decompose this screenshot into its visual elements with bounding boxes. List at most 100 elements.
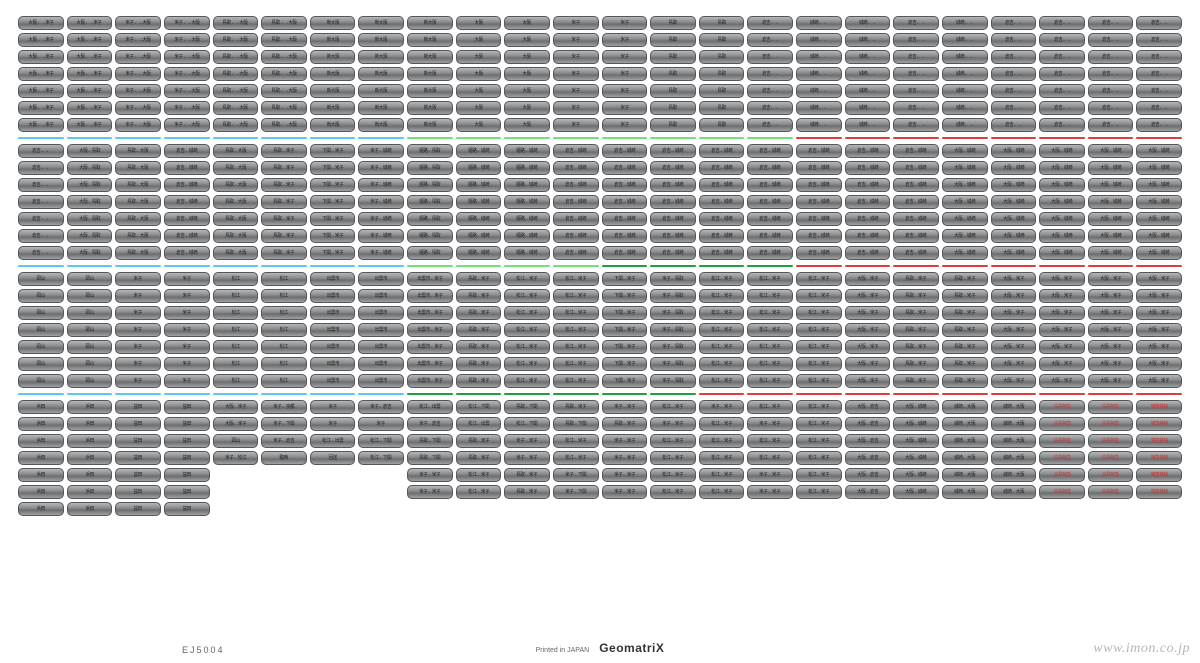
destination-plate: 大阪←城崎 [991,212,1037,226]
plate-text: 岡山 [85,294,93,299]
destination-plate: 姫路←城崎 [456,212,502,226]
destination-plate: 大阪←米子 [1136,340,1182,354]
plate-text: 倉吉←城崎 [614,166,635,171]
blank-cell [358,502,404,516]
destination-plate: 新大阪 [358,84,404,98]
plate-text: 松江←米子 [808,490,829,495]
plate-text: 姫路←城崎 [468,149,489,154]
destination-plate: 特急特快 [1136,400,1182,414]
plate-text: 松江 [231,379,239,384]
destination-plate: 城崎←→ [796,33,842,47]
destination-plate: 浜田 [18,451,64,465]
destination-plate: 大阪←城崎 [991,246,1037,260]
destination-plate: 鳥取←米子 [504,485,550,499]
plate-text: 大阪←倉吉 [857,456,878,461]
destination-plate: 特急特快 [1136,485,1182,499]
plate-text: 倉吉←城崎 [857,251,878,256]
plate-text: 倉吉←城崎 [662,166,683,171]
divider-segment [67,393,113,395]
destination-plate: 下関←米子 [602,306,648,320]
destination-plate: 鳥取←米子 [893,357,939,371]
destination-plate: 倉吉←城崎 [747,161,793,175]
plate-text: 岡山 [37,362,45,367]
plate-text: 松江←米子 [565,439,586,444]
destination-plate: 倉吉←城崎 [893,178,939,192]
plate-text: 大阪←城崎 [1149,251,1170,256]
plate-text: 岡山 [37,277,45,282]
destination-plate: 姫路←城崎 [504,161,550,175]
divider-segment [553,393,599,395]
plate-text: 松江 [280,379,288,384]
plate-text: 松江←米子 [565,294,586,299]
destination-plate: 倉吉←城崎 [796,178,842,192]
destination-plate: 大阪←米子 [1039,340,1085,354]
destination-plate: 出雲市 [310,289,356,303]
plate-text: 大阪 [474,72,482,77]
destination-plate: 下関←米子 [310,195,356,209]
plate-text: 松江←下関 [516,422,537,427]
plate-text: 米子←→大阪 [125,123,150,128]
destination-plate: 新大阪 [310,84,356,98]
destination-plate: 白鳥特急 [1088,417,1134,431]
destination-plate: 松江←下関 [456,400,502,414]
destination-plate: 松江←米子 [796,451,842,465]
destination-plate: 米子 [553,67,599,81]
plate-text: 松江←米子 [468,473,489,478]
destination-plate: 倉吉←→ [1136,16,1182,30]
destination-plate: 米子←米子 [602,485,648,499]
destination-plate: 鳥取 [699,16,745,30]
plate-text: 大阪←米子 [1051,328,1072,333]
destination-plate: 鳥取←米子 [456,289,502,303]
plate-text: 鳥取←→大阪 [271,55,296,60]
plate-text: 米子 [134,379,142,384]
destination-plate: 米子←米子 [747,417,793,431]
plate-text: 鳥取 [669,55,677,60]
destination-plate: 倉吉←城崎 [747,178,793,192]
plate-text: 倉吉←城崎 [857,149,878,154]
destination-plate: 松江 [261,272,307,286]
destination-plate: 倉吉←城崎 [650,195,696,209]
destination-plate: 浜田 [18,434,64,448]
plate-text: 鳥取←米子 [468,439,489,444]
plate-text: 新大阪 [423,89,436,94]
plate-text: 松江←米子 [565,277,586,282]
destination-plate: 益田 [164,468,210,482]
destination-plate: 城崎←→ [796,118,842,132]
plate-text: 大阪←米子 [1003,277,1024,282]
plate-text: 鳥取←米子 [516,473,537,478]
plate-text: 倉吉←→ [1102,55,1119,60]
plate-text: 城崎←→ [810,55,827,60]
plate-text: 松江 [280,294,288,299]
destination-plate: 松江←米子 [747,272,793,286]
destination-plate: 大阪←城崎 [942,212,988,226]
plate-text: 松江←出雲 [468,422,489,427]
plate-text: 松江←米子 [516,362,537,367]
destination-plate: 倉吉←→ [1136,67,1182,81]
plate-text: 米子←米子 [614,473,635,478]
destination-plate: 益田 [164,485,210,499]
plate-text: 城崎←→ [810,21,827,26]
destination-plate: 白鳥特急 [1088,451,1134,465]
plate-text: 鳥取←→大阪 [223,89,248,94]
blank-cell [699,502,745,516]
plate-text: 浜田 [37,490,45,495]
destination-plate: 浜田 [18,468,64,482]
plate-text: 鳥取←米子 [273,183,294,188]
plate-text: 米子←鳥取 [662,277,683,282]
destination-plate: 倉吉←城崎 [164,246,210,260]
plate-text: 大阪←米子 [1100,311,1121,316]
plate-text: 松江←米子 [516,345,537,350]
plate-text: 大阪←→米子 [28,38,53,43]
plate-text: 浜田 [37,405,45,410]
destination-plate: 米子 [602,50,648,64]
destination-plate: 新大阪 [407,33,453,47]
destination-plate: 新大阪 [407,118,453,132]
product-code: EJ5004 [182,645,225,655]
destination-plate: 倉吉←→ [1088,16,1134,30]
destination-plate: 松江←米子 [553,340,599,354]
destination-plate: 米子 [553,101,599,115]
plate-text: 松江←米子 [516,379,537,384]
plate-text: 鳥取←米子 [905,328,926,333]
destination-plate: 城崎←→ [796,101,842,115]
plate-text: 倉吉←→ [908,72,925,77]
